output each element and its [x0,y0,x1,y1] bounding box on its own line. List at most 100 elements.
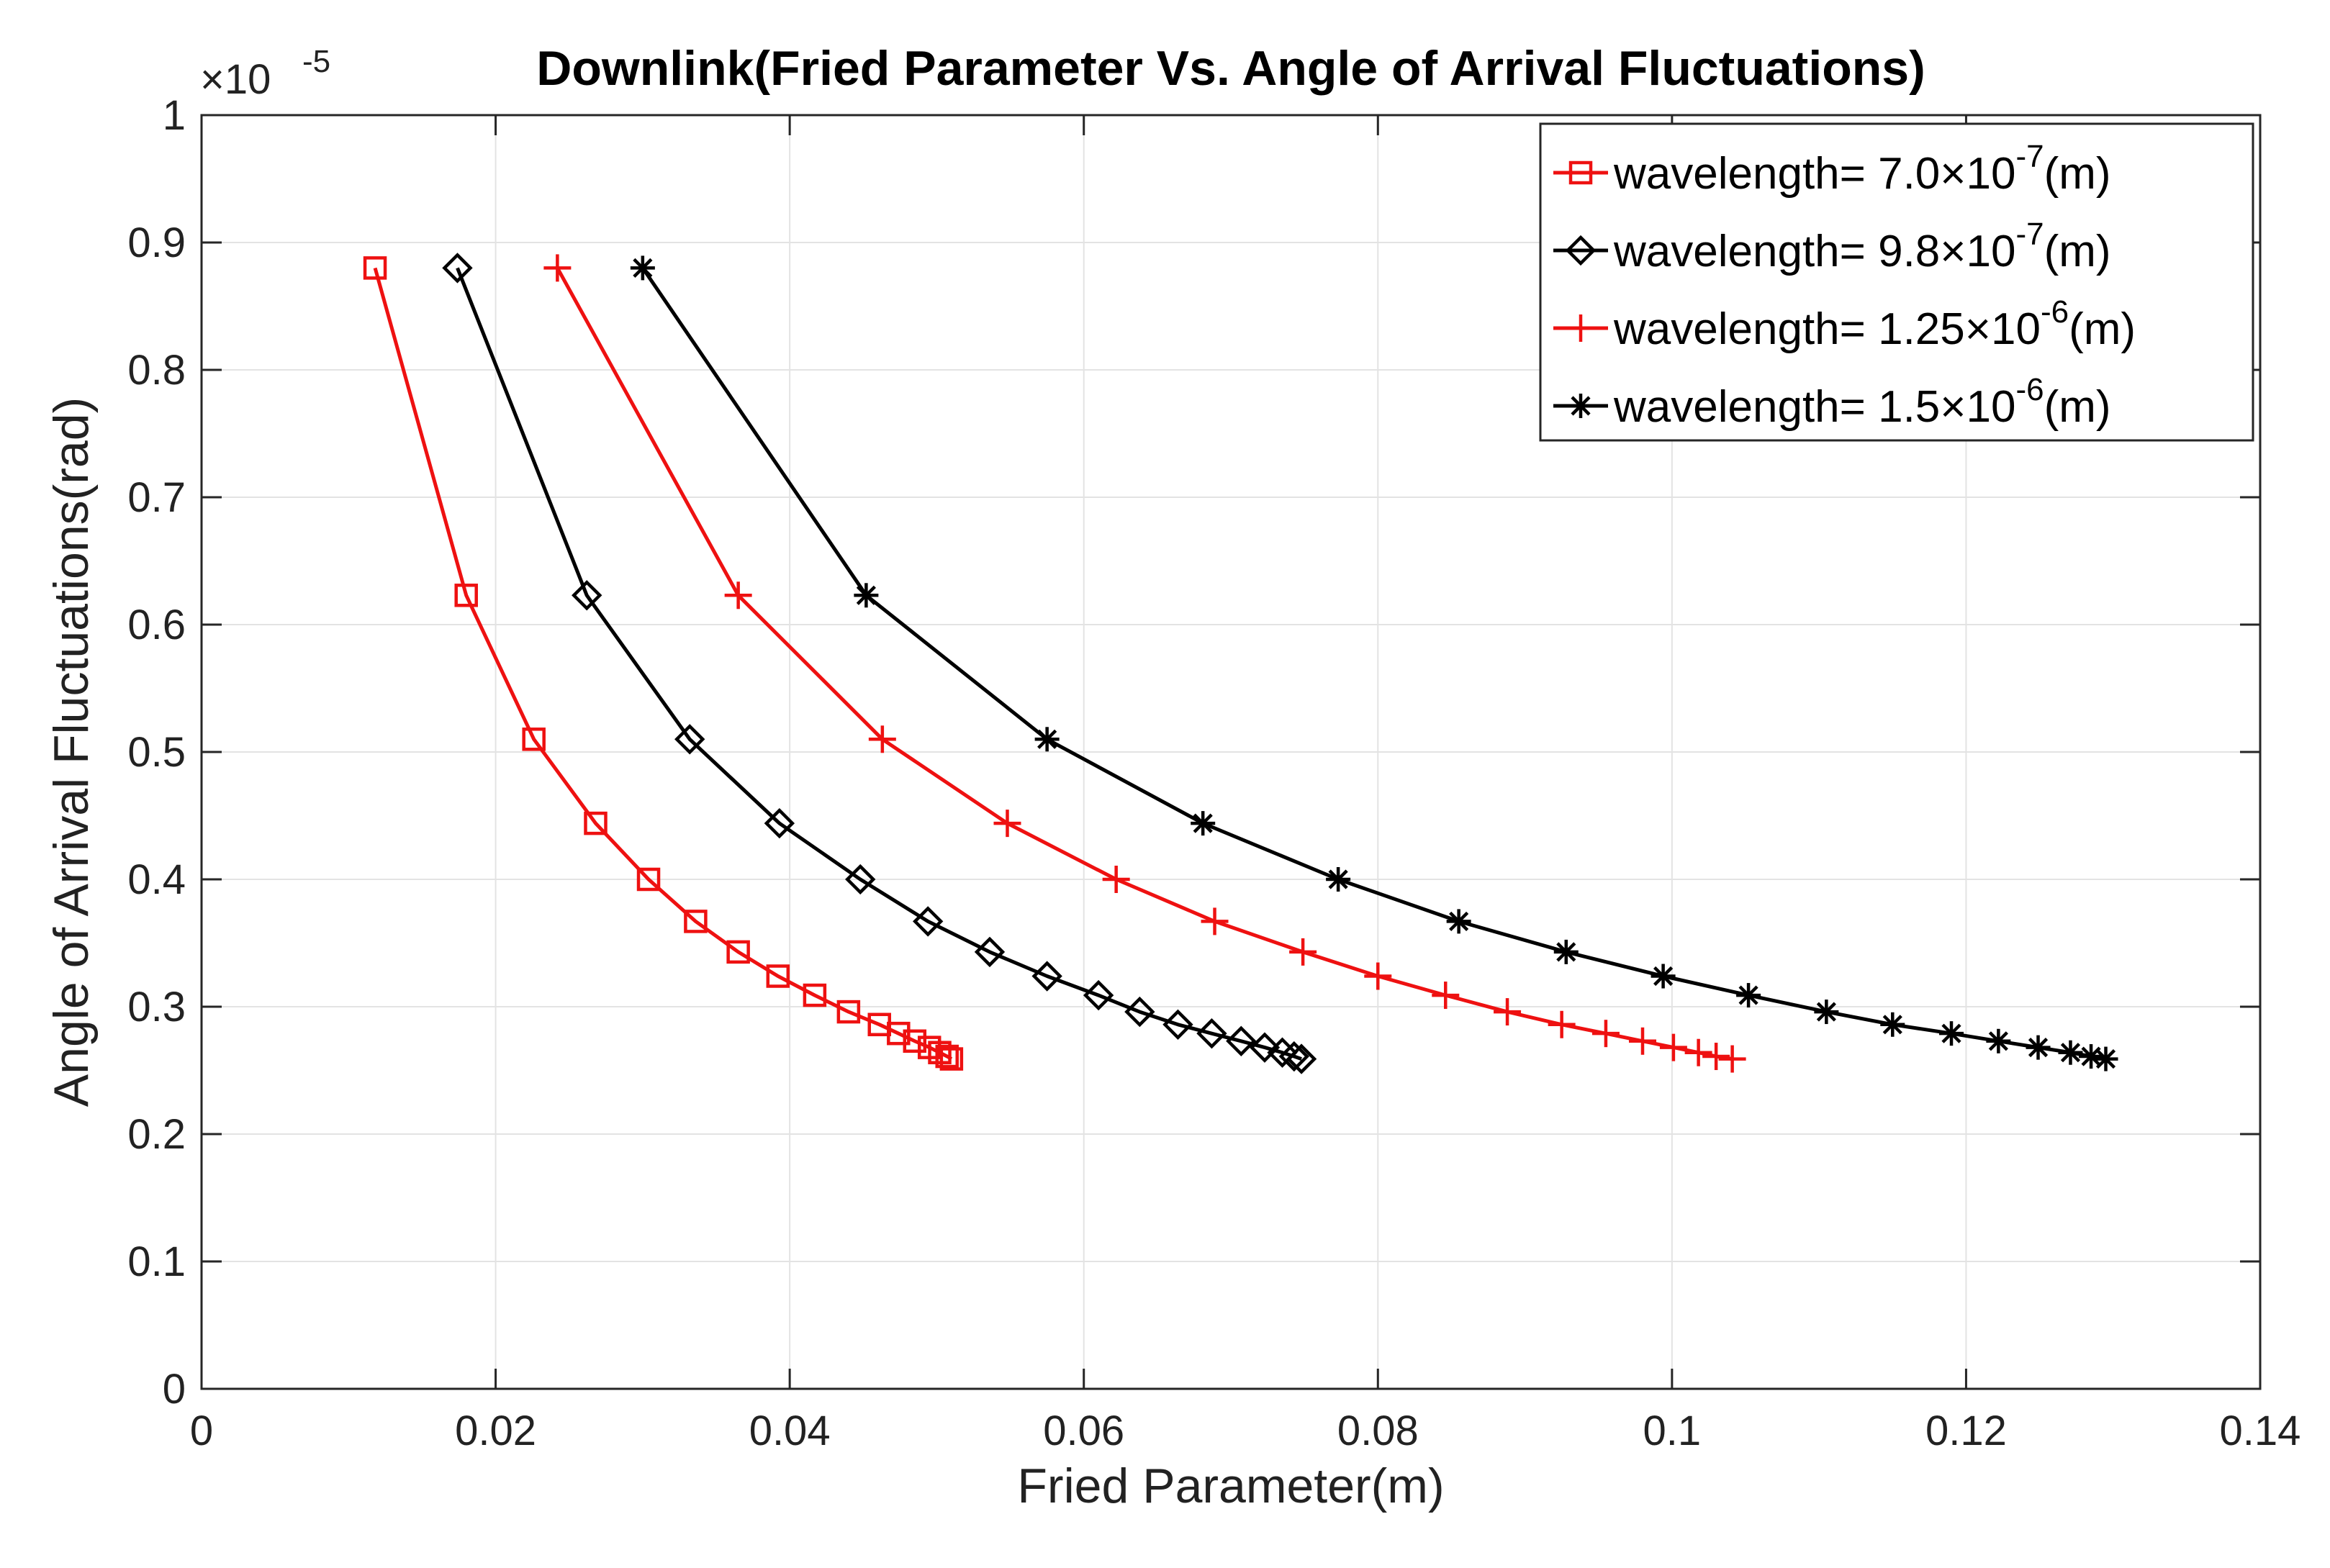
data-point [674,724,705,755]
y-tick-label: 0.4 [127,856,186,903]
data-point [1326,867,1351,892]
data-point [572,580,602,611]
x-tick-label: 0.08 [1337,1408,1419,1454]
chart-title: Downlink(Fried Parameter Vs. Angle of Ar… [536,41,1925,96]
x-axis-label: Fried Parameter(m) [1017,1459,1444,1513]
legend-label: wavelength= 1.5×10-6(m) [1613,372,2111,432]
data-point [935,1044,959,1069]
data-point [764,807,795,839]
data-point [724,581,752,609]
y-exponent-base: ×10 [200,56,271,103]
data-point [1191,811,1216,836]
y-tick-label: 1 [163,92,186,139]
tick-labels: 0 0.02 0.04 0.06 0.08 0.1 0.12 0.14 0 0.1 0.2 0.3 0.… [127,92,2300,1454]
x-tick-label: 0.02 [455,1408,536,1454]
legend-marker [1565,235,1597,266]
data-point [1432,982,1460,1010]
data-point [1494,998,1522,1026]
legend-label: wavelength= 9.8×10-7(m) [1613,217,2111,276]
data-point [2026,1035,2051,1060]
data-point [766,964,790,988]
data-point [1201,907,1229,935]
data-point [836,1000,861,1024]
data-point [1718,1045,1746,1073]
x-tick-label: 0.1 [1643,1408,1702,1454]
data-point [1278,1041,1310,1072]
ticks [200,114,2262,1390]
x-tick-label: 0.12 [1925,1408,2007,1454]
data-point [854,583,879,608]
legend-entry: wavelength= 7.0×10-7(m) [1553,139,2111,199]
data-point [1986,1028,2011,1053]
data-point [845,864,876,895]
data-point [974,936,1006,968]
data-point [1034,727,1060,752]
data-point [1939,1021,1964,1046]
y-tick-label: 0.8 [127,347,186,394]
y-tick-label: 0.9 [127,219,186,266]
data-point [1446,909,1471,934]
data-point [928,1041,952,1064]
x-tick-label: 0.06 [1043,1408,1124,1454]
data-point [903,1029,927,1053]
series-line [373,267,953,1061]
y-exponent-label: ×10 -5 [200,44,330,103]
data-point [454,584,478,607]
data-point [1548,1010,1576,1038]
y-tick-label: 0.6 [127,602,186,648]
data-point [1651,964,1676,989]
data-point [1553,939,1579,964]
data-point [2093,1046,2118,1071]
series-1 [363,256,964,1071]
data-point [1249,1032,1281,1063]
data-point [1702,1043,1730,1071]
data-point [522,728,546,751]
legend-marker [1568,160,1593,185]
legend-entry: wavelength= 9.8×10-7(m) [1553,217,2111,276]
data-point [363,256,387,280]
data-point [636,867,661,892]
y-tick-label: 0.2 [127,1111,186,1158]
y-axis-label: Angle of Arrival Fluctuations(rad) [44,397,99,1107]
data-point [584,811,608,835]
data-point [939,1047,964,1071]
data-point [1102,866,1130,893]
legend-entry: wavelength= 1.5×10-6(m) [1553,372,2111,432]
data-point [803,983,827,1007]
data-point [2058,1040,2083,1065]
data-point [543,254,572,282]
x-tick-label: 0.04 [749,1408,831,1454]
y-tick-label: 0.1 [127,1238,186,1285]
y-tick-label: 0.5 [127,729,186,776]
y-tick-label: 0 [163,1366,186,1413]
y-tick-label: 0.7 [127,474,186,521]
data-point [1083,979,1114,1011]
legend-label: wavelength= 7.0×10-7(m) [1613,139,2111,199]
data-point [1736,983,1761,1008]
x-tick-label: 0 [190,1408,213,1454]
legend-marker [1567,314,1594,342]
series-layer [363,253,2118,1074]
legend: wavelength= 7.0×10-7(m) wavelength= 9.8×1… [1539,122,2254,442]
data-point [630,255,655,281]
data-point [684,910,708,933]
data-point [1364,962,1392,990]
data-point [1629,1027,1656,1055]
data-point [1659,1033,1687,1061]
data-point [1591,1020,1620,1048]
data-point [442,253,473,284]
data-point [1196,1018,1227,1049]
data-point [993,810,1021,838]
x-tick-label: 0.14 [2220,1408,2301,1454]
data-point [1124,996,1155,1028]
data-point [1880,1012,1905,1037]
series-4 [630,255,2118,1071]
data-point [868,725,896,753]
y-exponent-power: -5 [302,44,330,79]
y-tick-label: 0.3 [127,984,186,1030]
series-3 [543,254,1746,1073]
data-point [1289,938,1317,966]
data-point [1286,1043,1317,1074]
data-point [1031,961,1062,992]
